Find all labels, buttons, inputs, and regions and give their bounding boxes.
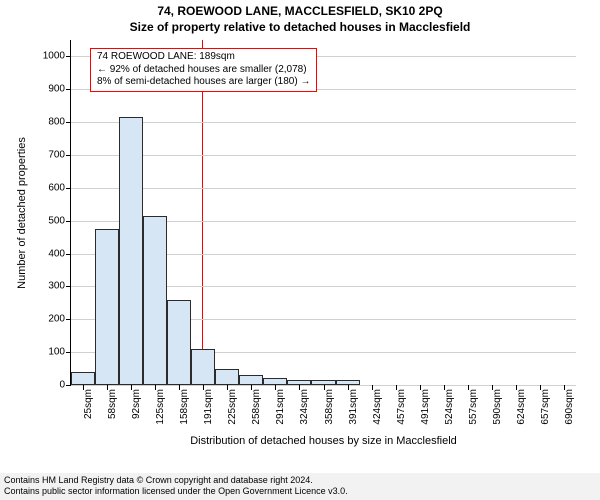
x-tick-label: 657sqm: [540, 389, 551, 425]
footer-line: Contains HM Land Registry data © Crown c…: [4, 475, 596, 486]
x-tick-label: 158sqm: [179, 389, 190, 425]
x-tick-label: 424sqm: [372, 389, 383, 425]
annotation-box: 74 ROEWOOD LANE: 189sqm← 92% of detached…: [90, 48, 317, 92]
x-tick-label: 624sqm: [516, 389, 527, 425]
gridline: [71, 155, 576, 156]
histogram-bar: [239, 375, 263, 385]
y-tick-label: 600: [48, 182, 71, 193]
plot-area: Distribution of detached houses by size …: [70, 40, 576, 386]
footer-attribution: Contains HM Land Registry data © Crown c…: [0, 473, 600, 500]
title-line-1: 74, ROEWOOD LANE, MACCLESFIELD, SK10 2PQ: [0, 4, 600, 18]
x-tick-label: 557sqm: [468, 389, 479, 425]
y-tick-label: 400: [48, 248, 71, 259]
y-tick-label: 0: [59, 380, 71, 391]
x-tick-label: 391sqm: [348, 389, 359, 425]
histogram-bar: [215, 369, 239, 385]
histogram-bar: [143, 216, 167, 385]
x-axis-label: Distribution of detached houses by size …: [71, 435, 576, 447]
x-tick-label: 258sqm: [251, 389, 262, 425]
x-tick-label: 225sqm: [227, 389, 238, 425]
histogram-bar: [191, 349, 215, 385]
x-tick-label: 58sqm: [107, 389, 118, 419]
x-tick-label: 358sqm: [324, 389, 335, 425]
y-tick-label: 100: [48, 347, 71, 358]
x-tick-label: 524sqm: [444, 389, 455, 425]
y-tick-label: 700: [48, 150, 71, 161]
y-tick-label: 900: [48, 84, 71, 95]
x-tick-label: 690sqm: [564, 389, 575, 425]
histogram-bar: [119, 117, 143, 385]
x-tick-label: 191sqm: [203, 389, 214, 425]
y-tick-label: 1000: [43, 51, 71, 62]
y-tick-label: 500: [48, 215, 71, 226]
x-tick-label: 25sqm: [83, 389, 94, 419]
annotation-line: ← 92% of detached houses are smaller (2,…: [97, 64, 310, 77]
gridline: [71, 188, 576, 189]
title-line-2: Size of property relative to detached ho…: [0, 20, 600, 34]
chart-container: 74, ROEWOOD LANE, MACCLESFIELD, SK10 2PQ…: [0, 0, 600, 500]
y-tick-label: 200: [48, 314, 71, 325]
reference-line: [202, 40, 203, 385]
footer-line: Contains public sector information licen…: [4, 486, 596, 497]
y-tick-label: 300: [48, 281, 71, 292]
x-tick-label: 491sqm: [420, 389, 431, 425]
histogram-bar: [71, 372, 95, 385]
annotation-line: 74 ROEWOOD LANE: 189sqm: [97, 51, 310, 64]
x-tick-label: 324sqm: [299, 389, 310, 425]
x-tick-label: 457sqm: [396, 389, 407, 425]
x-tick-label: 125sqm: [155, 389, 166, 425]
histogram-bar: [167, 300, 191, 385]
histogram-bar: [95, 229, 119, 385]
x-tick-label: 590sqm: [492, 389, 503, 425]
x-tick-label: 92sqm: [131, 389, 142, 419]
gridline: [71, 122, 576, 123]
y-tick-label: 800: [48, 117, 71, 128]
y-axis-label: Number of detached properties: [16, 137, 28, 289]
x-tick-label: 291sqm: [275, 389, 286, 425]
annotation-line: 8% of semi-detached houses are larger (1…: [97, 76, 310, 89]
